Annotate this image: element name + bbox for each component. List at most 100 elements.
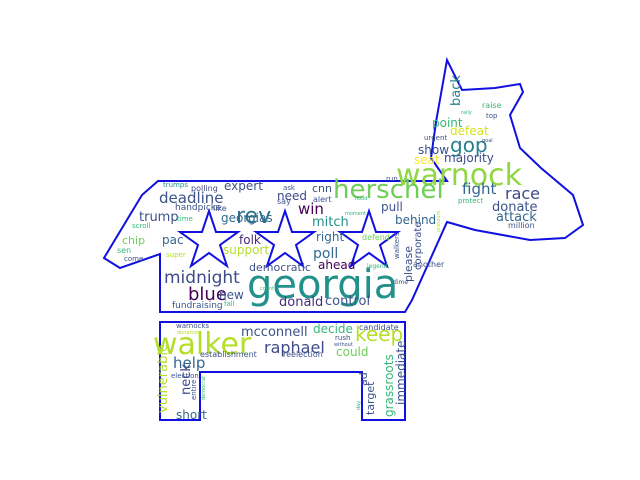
word-ad: ad	[357, 372, 370, 386]
word-goal: goal	[482, 138, 493, 144]
word-blue: blue	[188, 284, 227, 305]
word-point: point	[432, 116, 463, 130]
word-pac: pac	[162, 233, 184, 247]
word-raphael: raphael	[264, 338, 325, 357]
word-rev: rev	[236, 204, 271, 229]
word-keep: keep	[355, 322, 403, 346]
donkey-body-outline	[102, 56, 585, 313]
word-grassroots: grassroots	[382, 354, 396, 417]
word-could: could	[336, 345, 369, 359]
word-top: top	[486, 112, 498, 120]
word-win: win	[298, 200, 324, 218]
word-fight: fight	[462, 180, 496, 198]
word-donald: donald	[279, 295, 323, 310]
word-back: back	[449, 75, 464, 106]
word-neck: neck	[179, 364, 194, 395]
word-folk: folk	[239, 233, 261, 247]
word-warnocks: warnocks	[176, 322, 209, 330]
word-herschel: herschel	[333, 175, 444, 205]
word-say: say	[277, 197, 291, 206]
word-immediate: immediate	[394, 341, 408, 406]
word-election: election	[171, 372, 199, 380]
word-ahead: ahead	[318, 258, 355, 272]
word-without: without	[334, 342, 353, 348]
word-sen: sen	[117, 246, 131, 255]
word-attack: attack	[496, 210, 537, 225]
word-vulnerable: vulnerable	[156, 344, 171, 413]
word-legend: legend	[367, 263, 388, 270]
word-mcconnell: mcconnell	[241, 325, 308, 340]
word-poll: poll	[313, 246, 338, 262]
word-georgia: georgia	[247, 262, 398, 308]
word-protect: protect	[458, 197, 483, 205]
word-pull: pull	[381, 200, 403, 214]
word-alert: alert	[313, 195, 331, 204]
word-pressure: pressure	[436, 210, 442, 232]
word-defeat: defeat	[450, 124, 489, 138]
word-show: show	[418, 143, 449, 157]
word-control: control	[325, 294, 370, 309]
word-run: run	[386, 175, 398, 183]
word-seat: seat	[414, 153, 440, 167]
word-georgias: georgias	[221, 211, 273, 225]
word-walker: walker	[153, 327, 252, 362]
word-fall: fall	[224, 300, 235, 308]
word-corporate: corporate	[413, 221, 424, 270]
word-polling: polling	[191, 184, 218, 193]
cloud-words: georgia warnock walker herschel midnightblue…	[117, 75, 540, 422]
word-like: like	[213, 204, 227, 213]
word-dime: dime	[393, 279, 408, 286]
donkey-legs-outline	[159, 321, 406, 421]
word-target: target	[364, 381, 377, 415]
word-rush: rush	[335, 334, 350, 342]
word-candidate: candidate	[359, 323, 399, 332]
word-walkers: walkers	[393, 232, 401, 259]
word-establishment: establishment	[200, 350, 257, 359]
word-donation: donation	[177, 330, 199, 336]
word-decide: decide	[313, 322, 353, 336]
word-moment: moment	[345, 211, 366, 217]
word-majority: majority	[444, 151, 494, 165]
word-time: time	[177, 215, 193, 223]
word-trumps: trumps	[163, 181, 188, 189]
word-warnock: warnock	[396, 158, 523, 193]
word-fundraising: fundraising	[172, 301, 223, 311]
word-please: please	[402, 246, 415, 282]
star-icon-right	[336, 207, 402, 269]
word-democratic: democratic	[249, 261, 311, 274]
word-million: million	[508, 221, 535, 230]
word-handpicke: handpicke	[175, 203, 222, 213]
word-deadline: deadline	[159, 189, 224, 207]
word-need: need	[277, 189, 307, 203]
word-donate: donate	[492, 200, 538, 215]
star-icon-center	[252, 207, 318, 269]
word-count: count	[260, 286, 274, 292]
word-reelection: reelection	[283, 350, 323, 359]
word-behind: behind	[395, 213, 436, 227]
word-gop: gop	[450, 133, 488, 157]
word-help: help	[173, 354, 205, 372]
word-trump: trump	[139, 210, 179, 225]
word-support: support	[223, 243, 269, 257]
word-ask: ask	[283, 184, 296, 192]
word-midnight: midnight	[164, 268, 240, 288]
star-icon-left	[176, 207, 242, 269]
word-right: right	[316, 230, 344, 244]
word-cnn: cnn	[312, 182, 332, 195]
word-scroll: scroll	[132, 222, 150, 230]
word-democrat: democrat	[201, 376, 207, 400]
word-chip: chip	[122, 234, 145, 247]
word-expert: expert	[224, 179, 263, 193]
word-urgent: urgent	[424, 134, 447, 142]
word-super: super	[166, 251, 186, 259]
word-race: race	[505, 184, 540, 203]
word-defend: defend	[362, 233, 390, 242]
word-come: come	[124, 255, 143, 263]
word-short: short	[176, 408, 207, 422]
word-raise: raise	[482, 101, 502, 110]
word-flood: flood	[355, 196, 367, 202]
word-new: new	[219, 288, 244, 302]
donkey-outline	[102, 56, 585, 421]
